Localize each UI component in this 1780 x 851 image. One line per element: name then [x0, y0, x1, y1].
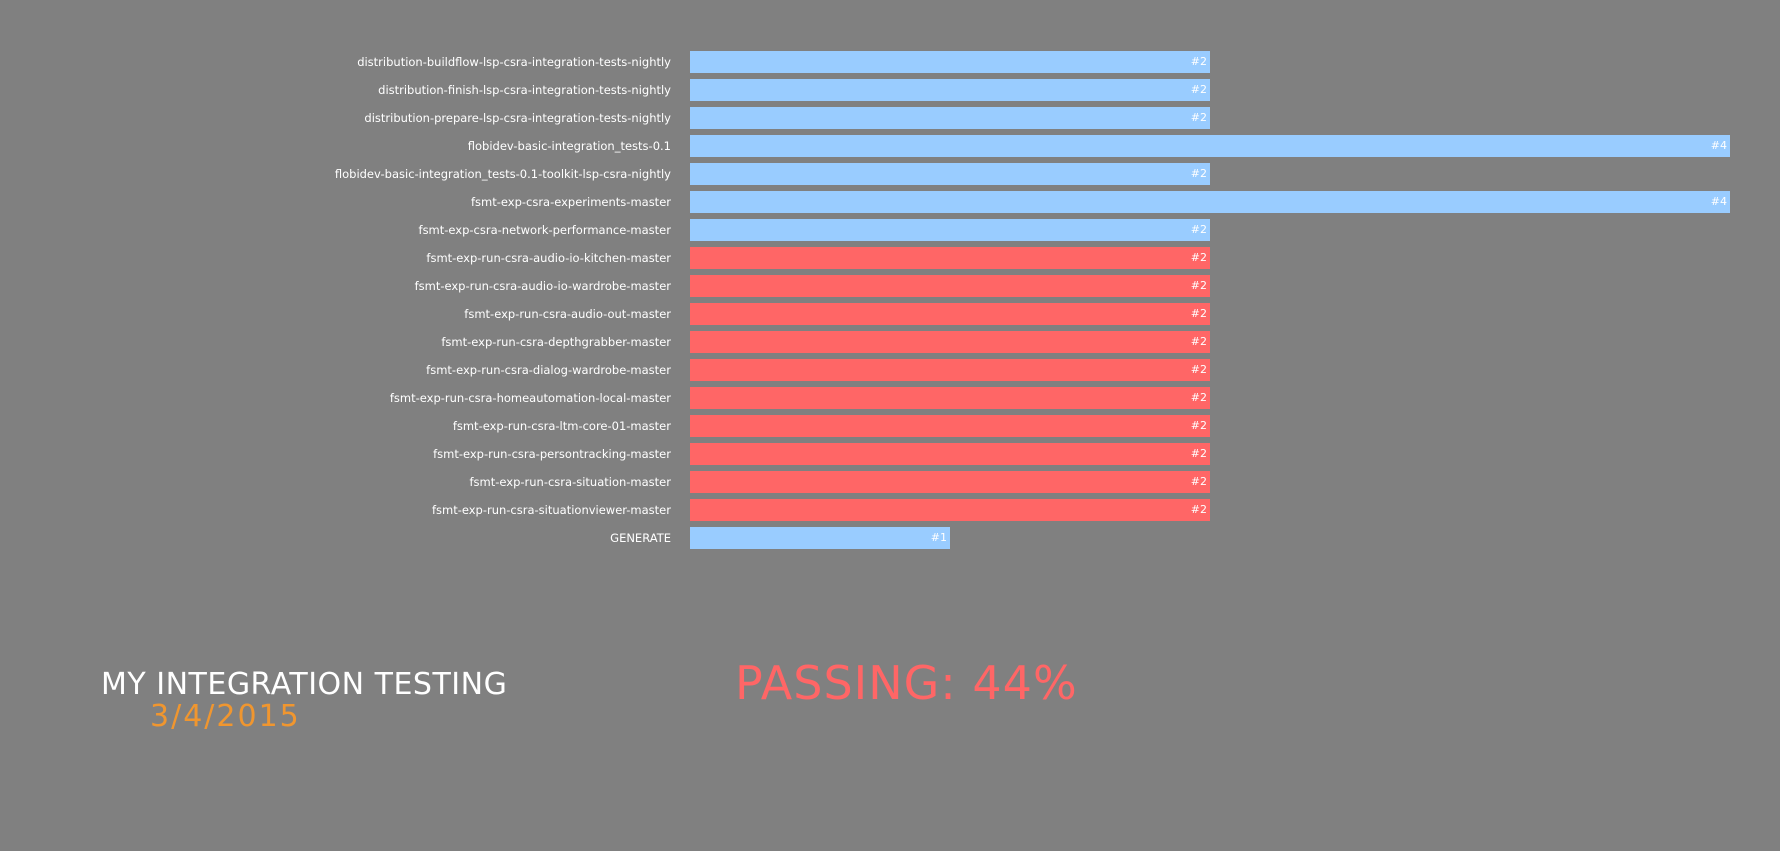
build-number: #4	[1710, 195, 1727, 208]
job-row[interactable]: fsmt-exp-run-csra-persontracking-master #…	[0, 443, 1780, 465]
job-name: flobidev-basic-integration_tests-0.1	[467, 139, 671, 153]
job-status-bar[interactable]: #2	[690, 275, 1210, 297]
job-name: GENERATE	[610, 531, 671, 545]
job-row[interactable]: fsmt-exp-csra-experiments-master #4	[0, 191, 1780, 213]
job-status-bar[interactable]: #2	[690, 79, 1210, 101]
job-status-bar[interactable]: #2	[690, 471, 1210, 493]
job-row[interactable]: fsmt-exp-run-csra-audio-out-master #2	[0, 303, 1780, 325]
job-status-bar[interactable]: #4	[690, 191, 1730, 213]
job-name: distribution-buildflow-lsp-csra-integrat…	[357, 55, 671, 69]
job-row[interactable]: distribution-finish-lsp-csra-integration…	[0, 79, 1780, 101]
job-name: fsmt-exp-csra-experiments-master	[470, 195, 671, 209]
job-name: fsmt-exp-run-csra-persontracking-master	[433, 447, 671, 461]
job-row[interactable]: distribution-prepare-lsp-csra-integratio…	[0, 107, 1780, 129]
job-row[interactable]: fsmt-exp-run-csra-dialog-wardrobe-master…	[0, 359, 1780, 381]
job-status-bar[interactable]: #2	[690, 51, 1210, 73]
build-number: #1	[930, 531, 947, 544]
job-row[interactable]: fsmt-exp-run-csra-homeautomation-local-m…	[0, 387, 1780, 409]
job-name: flobidev-basic-integration_tests-0.1-too…	[334, 167, 671, 181]
job-name: fsmt-exp-csra-network-performance-master	[418, 223, 671, 237]
job-status-bar[interactable]: #2	[690, 443, 1210, 465]
job-row[interactable]: distribution-buildflow-lsp-csra-integrat…	[0, 51, 1780, 73]
build-number: #2	[1190, 307, 1207, 320]
job-row[interactable]: flobidev-basic-integration_tests-0.1-too…	[0, 163, 1780, 185]
job-status-bar[interactable]: #2	[690, 415, 1210, 437]
build-number: #2	[1190, 391, 1207, 404]
job-status-bar[interactable]: #2	[690, 107, 1210, 129]
job-row[interactable]: fsmt-exp-run-csra-audio-io-wardrobe-mast…	[0, 275, 1780, 297]
build-number: #2	[1190, 503, 1207, 516]
build-number: #2	[1190, 55, 1207, 68]
build-number: #2	[1190, 419, 1207, 432]
job-row[interactable]: fsmt-exp-run-csra-audio-io-kitchen-maste…	[0, 247, 1780, 269]
job-status-bar[interactable]: #2	[690, 331, 1210, 353]
job-row[interactable]: GENERATE #1	[0, 527, 1780, 549]
build-number: #2	[1190, 447, 1207, 460]
job-row[interactable]: fsmt-exp-run-csra-situation-master #2	[0, 471, 1780, 493]
build-number: #2	[1190, 475, 1207, 488]
build-number: #2	[1190, 223, 1207, 236]
job-name: distribution-prepare-lsp-csra-integratio…	[364, 111, 671, 125]
job-status-bar[interactable]: #4	[690, 135, 1730, 157]
build-number: #2	[1190, 167, 1207, 180]
job-status-bar[interactable]: #2	[690, 219, 1210, 241]
job-status-bar[interactable]: #2	[690, 247, 1210, 269]
job-row[interactable]: fsmt-exp-run-csra-ltm-core-01-master #2	[0, 415, 1780, 437]
job-name: fsmt-exp-run-csra-situationviewer-master	[431, 503, 671, 517]
job-status-bar[interactable]: #2	[690, 163, 1210, 185]
build-number: #2	[1190, 111, 1207, 124]
job-status-bar[interactable]: #1	[690, 527, 950, 549]
job-status-bar[interactable]: #2	[690, 359, 1210, 381]
job-row[interactable]: fsmt-exp-run-csra-situationviewer-master…	[0, 499, 1780, 521]
job-name: distribution-finish-lsp-csra-integration…	[378, 83, 671, 97]
job-status-bar[interactable]: #2	[690, 303, 1210, 325]
job-status-bar[interactable]: #2	[690, 499, 1210, 521]
build-number: #2	[1190, 83, 1207, 96]
job-name: fsmt-exp-run-csra-dialog-wardrobe-master	[426, 363, 671, 377]
dashboard-date: 3/4/2015	[150, 699, 301, 734]
job-row[interactable]: fsmt-exp-run-csra-depthgrabber-master #2	[0, 331, 1780, 353]
job-row[interactable]: fsmt-exp-csra-network-performance-master…	[0, 219, 1780, 241]
build-number: #2	[1190, 335, 1207, 348]
job-name: fsmt-exp-run-csra-homeautomation-local-m…	[389, 391, 671, 405]
job-status-bar[interactable]: #2	[690, 387, 1210, 409]
job-name: fsmt-exp-run-csra-depthgrabber-master	[441, 335, 671, 349]
dashboard-title: MY INTEGRATION TESTING	[101, 667, 508, 702]
build-number: #4	[1710, 139, 1727, 152]
job-row[interactable]: flobidev-basic-integration_tests-0.1 #4	[0, 135, 1780, 157]
job-name: fsmt-exp-run-csra-audio-io-wardrobe-mast…	[414, 279, 671, 293]
job-name: fsmt-exp-run-csra-situation-master	[469, 475, 672, 489]
build-number: #2	[1190, 279, 1207, 292]
build-number: #2	[1190, 251, 1207, 264]
passing-percentage: PASSING: 44%	[735, 656, 1078, 710]
job-name: fsmt-exp-run-csra-audio-out-master	[464, 307, 671, 321]
build-number: #2	[1190, 363, 1207, 376]
job-name: fsmt-exp-run-csra-ltm-core-01-master	[452, 419, 671, 433]
job-name: fsmt-exp-run-csra-audio-io-kitchen-maste…	[426, 251, 671, 265]
